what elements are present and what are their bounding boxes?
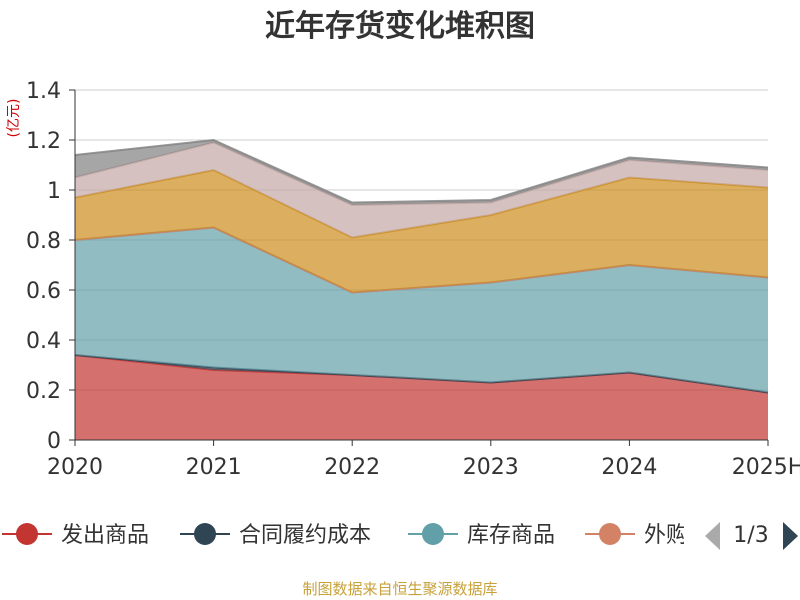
data-source-note: 制图数据来自恒生聚源数据库 xyxy=(302,580,497,598)
x-tick-label: 2025H xyxy=(732,455,800,480)
line-series xyxy=(74,138,769,204)
legend-page-indicator: 1/3 xyxy=(733,523,768,548)
legend-prev-icon[interactable] xyxy=(705,522,720,550)
legend-marker xyxy=(194,523,216,545)
y-tick-label: 0.8 xyxy=(26,229,61,254)
chart-title: 近年存货变化堆积图 xyxy=(265,9,535,44)
legend-label: 发出商品 xyxy=(61,523,149,548)
y-tick-label: 0.6 xyxy=(26,279,61,304)
area-series xyxy=(74,138,769,440)
legend-item: 发出商品 xyxy=(2,523,149,548)
y-tick-label: 0.4 xyxy=(26,329,61,354)
y-tick-label: 1.4 xyxy=(26,79,61,104)
x-tick-label: 2021 xyxy=(186,455,242,480)
x-tick-label: 2024 xyxy=(601,455,657,480)
legend-item: 外购 xyxy=(585,523,688,548)
legend-next-icon[interactable] xyxy=(783,522,798,550)
legend-label: 合同履约成本 xyxy=(239,523,371,548)
area-库存商品 xyxy=(75,227,768,393)
legend-marker xyxy=(16,523,38,545)
y-tick-label: 1 xyxy=(47,179,61,204)
legend-marker xyxy=(422,523,444,545)
area-series xyxy=(75,170,768,293)
legend-mask xyxy=(684,514,800,554)
x-tick-label: 2023 xyxy=(463,455,519,480)
area-发出商品 xyxy=(75,355,768,440)
y-axis-unit: (亿元) xyxy=(6,99,22,138)
legend-label: 外购 xyxy=(644,523,688,548)
axes: 0 0.2 0.4 0.6 0.8 1 1.2 1.4 2020 2021 2022 2023 2024… xyxy=(26,79,800,480)
y-tick-label: 1.2 xyxy=(26,129,61,154)
legend-label: 库存商品 xyxy=(467,523,555,548)
x-tick-label: 2022 xyxy=(324,455,380,480)
y-tick-label: 0.2 xyxy=(26,379,61,404)
area-series xyxy=(75,142,768,238)
legend-item: 合同履约成本 xyxy=(180,523,371,548)
y-tick-label: 0 xyxy=(47,429,61,454)
legend: 发出商品 合同履约成本 库存商品 外购 1/3 xyxy=(2,514,800,554)
legend-marker xyxy=(599,523,621,545)
x-tick-label: 2020 xyxy=(47,455,103,480)
legend-item: 库存商品 xyxy=(408,523,555,548)
